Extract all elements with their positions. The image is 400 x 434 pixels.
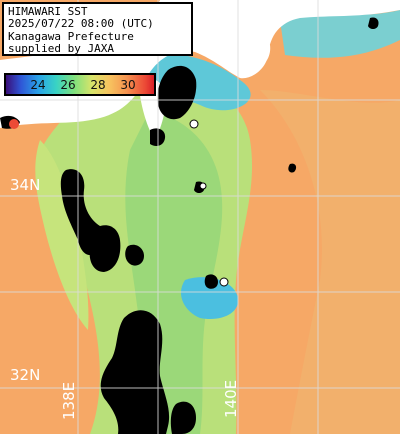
sea-cool-patch-south xyxy=(180,277,239,320)
temperature-color-scale: 24 26 28 30 xyxy=(4,73,156,96)
cloud-mask-south-large xyxy=(100,310,170,434)
land-island-miyake xyxy=(199,182,207,190)
lat-label-32n: 32N xyxy=(10,366,41,384)
lat-label-34n: 34N xyxy=(10,176,41,194)
title-line-1: HIMAWARI SST xyxy=(8,5,88,18)
cloud-mask-south-right xyxy=(170,401,196,434)
land-honshu xyxy=(0,0,400,128)
cloud-mask-group xyxy=(0,17,379,434)
scale-tick-30: 30 xyxy=(120,78,136,92)
cloud-mask-ne-2 xyxy=(288,163,297,173)
land-island-hachijo xyxy=(219,277,229,287)
land-island-oshima xyxy=(189,119,199,129)
cloud-mask-izu xyxy=(157,65,197,120)
cloud-mask-small-1 xyxy=(204,274,218,289)
scale-tick-24: 24 xyxy=(30,78,46,92)
cloud-mask-ne-1 xyxy=(368,17,379,29)
map-title-box: HIMAWARI SST 2025/07/22 08:00 (UTC) Kana… xyxy=(2,2,193,56)
sea-warm-band xyxy=(260,90,400,434)
sea-warm-speck xyxy=(9,119,19,129)
lon-label-140e: 140E xyxy=(222,379,240,418)
title-line-3: Kanagawa Prefecture xyxy=(8,29,134,43)
lon-label-138e: 138E xyxy=(60,381,78,420)
cloud-mask-nw-2 xyxy=(89,225,121,272)
land-boso xyxy=(224,33,271,72)
cloud-mask-w-3 xyxy=(125,244,144,266)
title-line-4: supplied by JAXA xyxy=(8,42,114,56)
scale-tick-26: 26 xyxy=(60,78,76,92)
cloud-mask-nw-1 xyxy=(60,169,103,256)
sea-cool-band-left xyxy=(35,140,89,330)
scale-tick-28: 28 xyxy=(90,78,106,92)
title-line-2: 2025/07/22 08:00 (UTC) xyxy=(8,17,154,31)
